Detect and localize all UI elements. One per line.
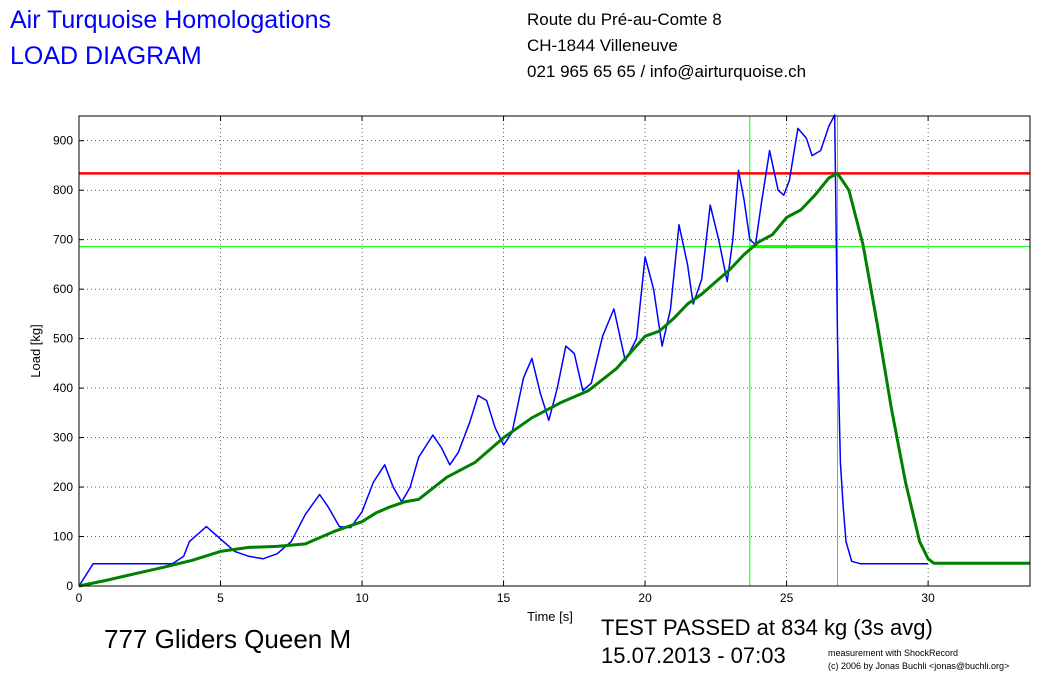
x-tick-label: 20 [638, 591, 652, 605]
credit-copyright: (c) 2006 by Jonas Buchli <jonas@buchli.o… [828, 661, 1010, 671]
y-tick-label: 600 [53, 282, 73, 296]
x-axis-label: Time [s] [527, 609, 573, 624]
x-tick-label: 0 [76, 591, 83, 605]
y-tick-label: 800 [53, 183, 73, 197]
y-tick-label: 300 [53, 431, 73, 445]
grid [78, 116, 1030, 587]
address-contact: 021 965 65 65 / info@airturquoise.ch [527, 62, 807, 81]
y-tick-label: 700 [53, 233, 73, 247]
y-tick-label: 200 [53, 480, 73, 494]
y-tick-label: 900 [53, 134, 73, 148]
x-tick-label: 25 [780, 591, 794, 605]
series [78, 114, 1030, 588]
lab-title: Air Turquoise Homologations [10, 6, 331, 34]
avg-load-line [78, 171, 1030, 588]
diagram-title: LOAD DIAGRAM [10, 42, 202, 70]
reference-lines [79, 116, 1030, 586]
test-datetime: 15.07.2013 - 07:03 [601, 643, 786, 668]
y-tick-label: 0 [66, 579, 73, 593]
y-tick-label: 400 [53, 381, 73, 395]
y-tick-label: 100 [53, 530, 73, 544]
x-tick-label: 30 [921, 591, 935, 605]
address-street: Route du Pré-au-Comte 8 [527, 10, 722, 29]
plot-frame [78, 115, 1031, 587]
y-axis-label: Load [kg] [28, 324, 43, 378]
glider-name: 777 Gliders Queen M [104, 624, 352, 654]
x-tick-label: 10 [355, 591, 369, 605]
test-result: TEST PASSED at 834 kg (3s avg) [601, 615, 933, 640]
credit-measurement: measurement with ShockRecord [828, 648, 959, 658]
raw-load-line [78, 114, 929, 587]
x-tick-label: 15 [497, 591, 511, 605]
address-city: CH-1844 Villeneuve [527, 36, 678, 55]
x-tick-label: 5 [217, 591, 224, 605]
y-tick-label: 500 [53, 332, 73, 346]
